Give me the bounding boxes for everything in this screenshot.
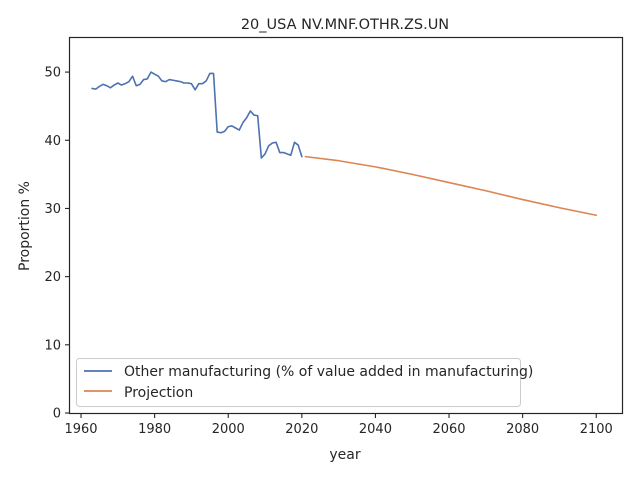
y-tick-label: 30: [44, 202, 61, 217]
x-axis-label: year: [329, 447, 360, 463]
x-tick-label: 2080: [506, 422, 539, 437]
legend-box: [76, 358, 521, 407]
plot-lines: [91, 71, 598, 217]
y-tick-label: 40: [44, 134, 61, 149]
y-axis-label: Proportion %: [17, 181, 33, 271]
legend-label-history: Other manufacturing (% of value added in…: [124, 364, 533, 380]
chart-title: 20_USA NV.MNF.OTHR.ZS.UN: [241, 17, 449, 33]
x-tick-label: 2040: [359, 422, 392, 437]
series-line-1: [304, 155, 598, 217]
x-tick-label: 2100: [580, 422, 613, 437]
x-tick-label: 2000: [212, 422, 245, 437]
series-line-0: [91, 71, 303, 159]
x-tick-label: 2020: [285, 422, 318, 437]
y-tick-label: 20: [44, 270, 61, 285]
x-tick-label: 2060: [432, 422, 465, 437]
x-tick-label: 1980: [138, 422, 171, 437]
x-tick-label: 1960: [64, 422, 97, 437]
y-tick-label: 10: [44, 338, 61, 353]
y-tick-label: 0: [53, 407, 61, 422]
y-axis: 0 10 20 30 40 50: [44, 66, 70, 422]
legend: Other manufacturing (% of value added in…: [76, 358, 533, 407]
legend-label-projection: Projection: [124, 385, 193, 401]
plot-frame: [68, 36, 624, 415]
x-axis: 1960 1980 2000 2020 2040 2060 2080 2100: [64, 413, 613, 437]
y-tick-label: 50: [44, 66, 61, 81]
